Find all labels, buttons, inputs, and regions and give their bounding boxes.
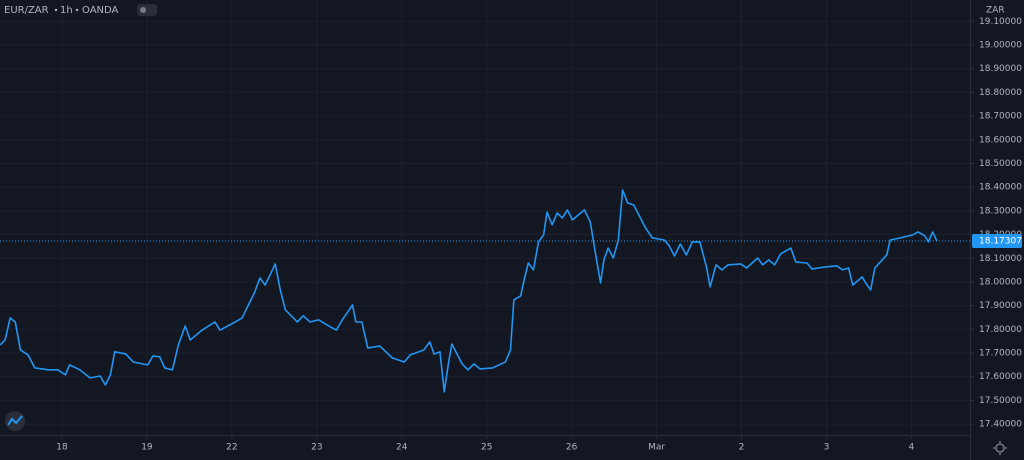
x-tick-label: 2 <box>739 443 745 453</box>
y-tick-label: 18.60000 <box>979 135 1022 145</box>
separator <box>75 8 79 12</box>
last-price-label: 18.17307 <box>979 236 1022 246</box>
y-tick-label: 18.80000 <box>979 88 1022 98</box>
price-line <box>0 189 938 393</box>
grid <box>0 0 970 435</box>
y-tick-label: 18.30000 <box>979 206 1022 216</box>
y-tick-label: 19.10000 <box>979 17 1022 27</box>
y-tick-label: 19.00000 <box>979 41 1022 51</box>
y-tick-label: 18.40000 <box>979 183 1022 193</box>
y-tick-label: 18.10000 <box>979 254 1022 264</box>
y-tick-label: 18.90000 <box>979 64 1022 74</box>
x-tick-label: 3 <box>824 443 830 453</box>
y-tick-label: 18.00000 <box>979 277 1022 287</box>
y-tick-label: 18.50000 <box>979 159 1022 169</box>
x-tick-label: 4 <box>909 443 915 453</box>
x-tick-label: 22 <box>226 443 237 453</box>
x-tick-label: 19 <box>141 443 153 453</box>
symbol: EUR/ZAR <box>4 5 49 16</box>
separator <box>54 8 58 12</box>
x-tick-label: 18 <box>56 443 68 453</box>
source: OANDA <box>82 5 119 16</box>
y-tick-label: 17.50000 <box>979 396 1022 406</box>
toggle[interactable] <box>137 4 157 16</box>
y-tick-label: 17.80000 <box>979 325 1022 335</box>
x-tick-label: Mar <box>648 443 665 453</box>
logo <box>5 411 25 431</box>
interval: 1h <box>60 5 73 16</box>
y-tick-label: 18.70000 <box>979 112 1022 122</box>
currency: ZAR <box>986 6 1005 16</box>
y-tick-label: 17.40000 <box>979 420 1022 430</box>
settings-icon[interactable] <box>993 441 1007 455</box>
last-price-box <box>972 233 1022 248</box>
x-tick-label: 25 <box>481 443 492 453</box>
y-tick-label: 17.60000 <box>979 372 1022 382</box>
y-tick-label: 17.70000 <box>979 349 1022 359</box>
y-tick-label: 17.90000 <box>979 301 1022 311</box>
x-tick-label: 24 <box>396 443 408 453</box>
x-tick-label: 26 <box>566 443 578 453</box>
x-tick-label: 23 <box>311 443 322 453</box>
toggle-knob <box>140 7 146 13</box>
